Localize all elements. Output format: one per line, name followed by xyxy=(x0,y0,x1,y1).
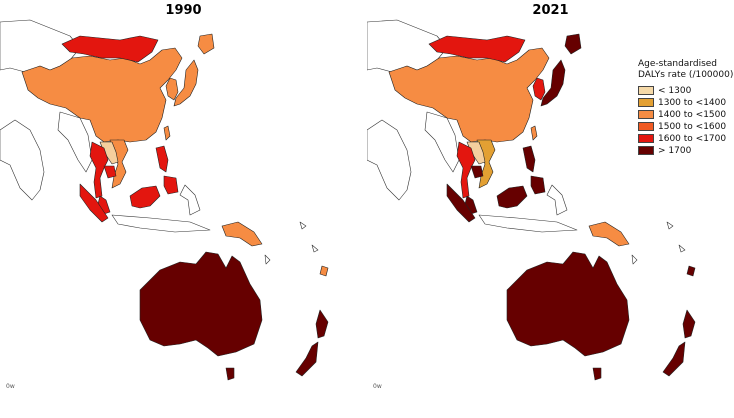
region-malaysia xyxy=(97,195,111,215)
legend-label: > 1700 xyxy=(658,145,692,156)
region-china xyxy=(21,47,183,143)
region-australia xyxy=(506,251,630,381)
map-svg xyxy=(367,19,696,381)
scale-bar-label: 0⁠w xyxy=(373,383,382,390)
legend-item: 1300 to <1400 xyxy=(638,97,734,108)
legend: Age-standardised DALYs rate (/100000) < … xyxy=(638,59,734,157)
region-mongolia xyxy=(428,35,526,63)
legend-swatch xyxy=(638,122,654,131)
legend-title-line2: DALYs rate (/100000) xyxy=(638,70,734,80)
scale-bar-label: 0⁠w xyxy=(6,383,15,390)
region-pacific xyxy=(319,265,329,277)
region-korea xyxy=(165,77,179,101)
legend-label: 1300 to <1400 xyxy=(658,97,727,108)
region-cambodia xyxy=(470,165,484,179)
region-australia xyxy=(139,251,263,381)
legend-swatch xyxy=(638,110,654,119)
legend-item: > 1700 xyxy=(638,145,734,156)
legend-swatch xyxy=(638,134,654,143)
legend-swatch xyxy=(638,146,654,155)
region-malaysia xyxy=(464,195,478,215)
region-nz xyxy=(662,309,696,377)
legend-swatch xyxy=(638,86,654,95)
panel-title: 2021 xyxy=(532,3,569,18)
legend-title: Age-standardised DALYs rate (/100000) xyxy=(638,59,734,81)
legend-swatch xyxy=(638,98,654,107)
region-philippines xyxy=(155,145,179,195)
region-mongolia xyxy=(61,35,159,63)
region-china xyxy=(388,47,550,143)
map-svg xyxy=(0,19,329,381)
legend-label: 1500 to <1600 xyxy=(658,121,727,132)
region-borneo xyxy=(496,185,528,209)
legend-items: < 1300 1300 to <1400 1400 to <1500 1500 to … xyxy=(638,85,734,156)
region-japan xyxy=(173,33,215,107)
legend-label: 1400 to <1500 xyxy=(658,109,727,120)
region-sumatra xyxy=(79,183,109,223)
region-japan xyxy=(540,33,582,107)
region-philippines xyxy=(522,145,546,195)
region-thailand xyxy=(89,141,109,199)
region-cambodia xyxy=(103,165,117,179)
region-nz xyxy=(295,309,329,377)
legend-item: 1400 to <1500 xyxy=(638,109,734,120)
legend-item: 1600 to <1700 xyxy=(638,133,734,144)
region-png xyxy=(588,221,630,247)
region-thailand xyxy=(456,141,476,199)
legend-item: < 1300 xyxy=(638,85,734,96)
panel-title: 1990 xyxy=(165,3,202,18)
legend-label: 1600 to <1700 xyxy=(658,133,727,144)
legend-label: < 1300 xyxy=(658,85,692,96)
region-taiwan xyxy=(530,125,538,141)
region-pacific xyxy=(686,265,696,277)
region-png xyxy=(221,221,263,247)
region-korea xyxy=(532,77,546,101)
region-taiwan xyxy=(163,125,171,141)
legend-title-line1: Age-standardised xyxy=(638,59,718,69)
map-panel-1990: 1990 xyxy=(0,3,329,381)
region-borneo xyxy=(129,185,161,209)
legend-item: 1500 to <1600 xyxy=(638,121,734,132)
map-panel-2021: 2021 xyxy=(367,0,734,418)
region-sumatra xyxy=(446,183,476,223)
